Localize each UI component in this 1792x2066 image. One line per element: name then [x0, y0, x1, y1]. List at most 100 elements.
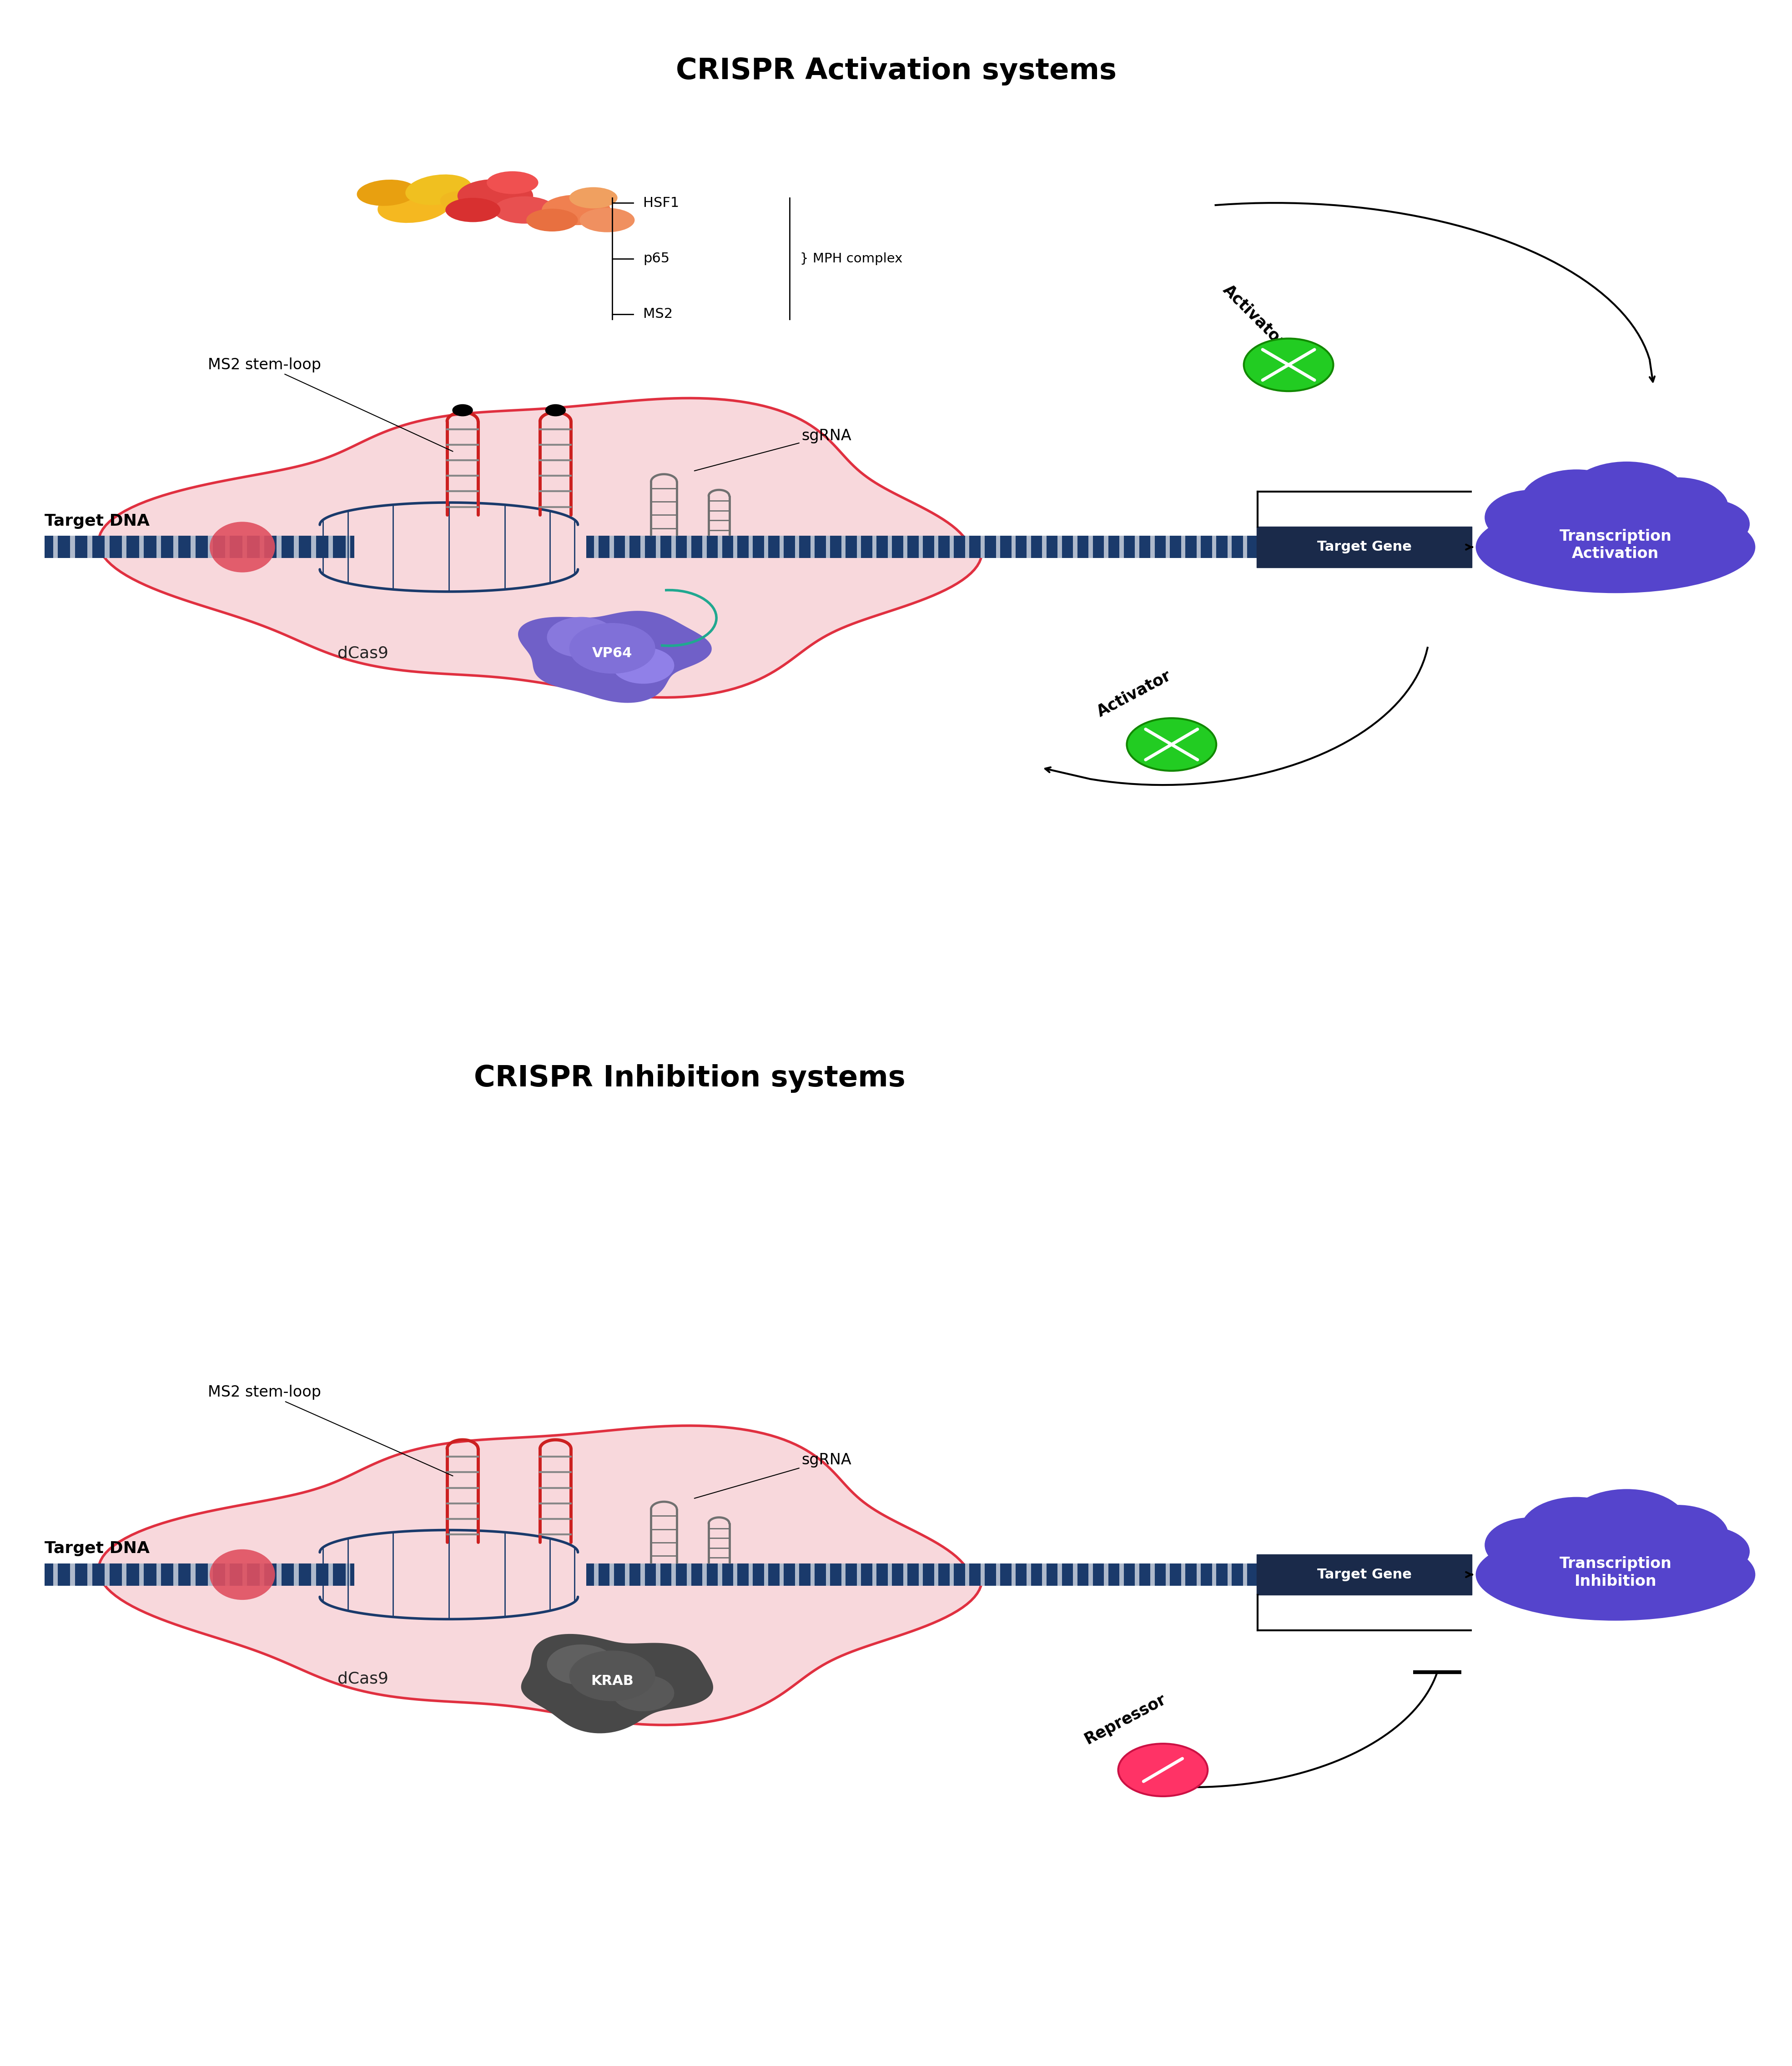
- Bar: [1256, 1554, 1471, 1595]
- Bar: [242, 535, 247, 558]
- Bar: [763, 1564, 769, 1587]
- Circle shape: [613, 647, 674, 684]
- Bar: [1181, 1564, 1185, 1587]
- Bar: [586, 1564, 1265, 1587]
- Bar: [1258, 1564, 1262, 1587]
- Circle shape: [452, 405, 473, 417]
- Text: Target Gene: Target Gene: [1317, 1568, 1410, 1580]
- Bar: [625, 535, 629, 558]
- Bar: [780, 535, 783, 558]
- Text: KRAB: KRAB: [591, 1673, 634, 1688]
- Bar: [1041, 1564, 1047, 1587]
- Ellipse shape: [541, 194, 611, 225]
- Circle shape: [1118, 1744, 1208, 1795]
- Bar: [260, 535, 263, 558]
- Bar: [312, 1564, 315, 1587]
- Bar: [276, 535, 281, 558]
- Bar: [1011, 1564, 1016, 1587]
- Bar: [1228, 1564, 1231, 1587]
- Bar: [887, 1564, 892, 1587]
- Bar: [174, 535, 177, 558]
- Bar: [1150, 1564, 1154, 1587]
- Text: } MPH complex: } MPH complex: [799, 252, 901, 264]
- Circle shape: [545, 405, 566, 417]
- Bar: [122, 535, 127, 558]
- Ellipse shape: [527, 209, 577, 231]
- Circle shape: [1484, 1516, 1579, 1572]
- Bar: [1242, 535, 1247, 558]
- Bar: [328, 535, 333, 558]
- Circle shape: [570, 624, 656, 674]
- Circle shape: [1665, 1527, 1749, 1576]
- Bar: [1197, 535, 1201, 558]
- Polygon shape: [99, 399, 982, 698]
- Text: MS2: MS2: [643, 308, 672, 320]
- Bar: [609, 1564, 613, 1587]
- Text: sgRNA: sgRNA: [694, 428, 851, 471]
- Text: MS2 stem-loop: MS2 stem-loop: [208, 1384, 453, 1475]
- Bar: [763, 535, 769, 558]
- Bar: [964, 1564, 969, 1587]
- Bar: [346, 535, 349, 558]
- Bar: [1088, 535, 1093, 558]
- Bar: [1134, 1564, 1140, 1587]
- Bar: [1011, 535, 1016, 558]
- Circle shape: [1244, 339, 1333, 390]
- Ellipse shape: [457, 180, 532, 213]
- Bar: [328, 1564, 333, 1587]
- Bar: [873, 1564, 876, 1587]
- Bar: [980, 1564, 984, 1587]
- Ellipse shape: [439, 192, 493, 215]
- Bar: [857, 1564, 860, 1587]
- Bar: [918, 1564, 923, 1587]
- Bar: [702, 535, 706, 558]
- Bar: [1211, 535, 1217, 558]
- Bar: [980, 535, 984, 558]
- Bar: [45, 1564, 355, 1587]
- Ellipse shape: [579, 209, 634, 231]
- Bar: [70, 1564, 75, 1587]
- Circle shape: [1564, 461, 1688, 533]
- Ellipse shape: [376, 190, 452, 223]
- Bar: [226, 535, 229, 558]
- Ellipse shape: [405, 176, 473, 205]
- Bar: [1104, 1564, 1107, 1587]
- Bar: [1120, 1564, 1124, 1587]
- Bar: [190, 1564, 195, 1587]
- Bar: [586, 535, 1265, 558]
- Text: Target DNA: Target DNA: [45, 1541, 149, 1556]
- Bar: [208, 535, 213, 558]
- Circle shape: [570, 1651, 656, 1700]
- Bar: [104, 1564, 109, 1587]
- Circle shape: [1665, 500, 1749, 550]
- Ellipse shape: [210, 523, 274, 572]
- Circle shape: [547, 1645, 616, 1686]
- Bar: [1150, 535, 1154, 558]
- Bar: [1134, 535, 1140, 558]
- Bar: [88, 1564, 91, 1587]
- Bar: [640, 1564, 645, 1587]
- Bar: [840, 1564, 846, 1587]
- Bar: [1181, 535, 1185, 558]
- Polygon shape: [518, 612, 711, 702]
- Bar: [996, 1564, 1000, 1587]
- Bar: [45, 535, 355, 558]
- Bar: [840, 535, 846, 558]
- Bar: [595, 1564, 599, 1587]
- Bar: [656, 1564, 659, 1587]
- Bar: [156, 1564, 161, 1587]
- Text: Target Gene: Target Gene: [1317, 541, 1410, 554]
- Text: Activator: Activator: [1219, 281, 1288, 351]
- Ellipse shape: [487, 171, 538, 194]
- Bar: [717, 1564, 722, 1587]
- Text: Activator: Activator: [1093, 667, 1174, 719]
- Circle shape: [1484, 490, 1579, 545]
- Text: MS2 stem-loop: MS2 stem-loop: [208, 357, 453, 450]
- Circle shape: [1127, 719, 1217, 771]
- Bar: [1057, 535, 1061, 558]
- Bar: [208, 1564, 213, 1587]
- Bar: [810, 1564, 815, 1587]
- Circle shape: [1520, 1498, 1633, 1562]
- Polygon shape: [99, 1426, 982, 1725]
- Bar: [749, 535, 753, 558]
